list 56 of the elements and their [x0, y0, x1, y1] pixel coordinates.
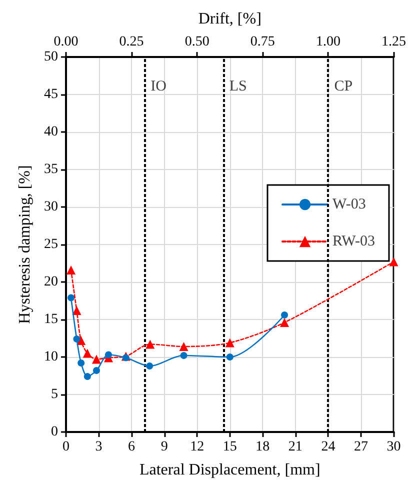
point: [73, 336, 80, 342]
x2-tick-label: 0.25: [119, 34, 144, 50]
x2-axis-title: Drift, [%]: [198, 10, 262, 28]
x-tick-label: 18: [256, 440, 270, 454]
point: [78, 360, 85, 366]
x2-tick-label: 0.50: [184, 34, 210, 50]
point: [84, 373, 91, 380]
y-tick-label: 10: [44, 350, 58, 364]
x-tick-label: 12: [190, 440, 204, 454]
point: [122, 354, 130, 362]
point: [92, 354, 101, 364]
ref-line-label: LS: [229, 78, 247, 94]
point: [66, 266, 76, 274]
point: [226, 354, 234, 360]
y-axis-title: Hysteresis damping, [%]: [16, 165, 34, 324]
point: [280, 318, 289, 327]
y-tick-label: 25: [44, 237, 58, 252]
ref-line-label: IO: [150, 78, 167, 94]
y-tick-label: 35: [44, 162, 58, 177]
y-tick-label: 45: [44, 87, 58, 102]
legend-label: W-03: [332, 196, 366, 212]
x-tick-label: 27: [354, 440, 368, 454]
x-tick-label: 3: [95, 440, 102, 454]
y-tick-label: 50: [44, 50, 58, 64]
y-tick-label: 0: [51, 424, 58, 440]
x2-tick-label: 0.75: [250, 34, 275, 50]
point: [146, 362, 154, 370]
y-tick-label: 15: [44, 312, 58, 327]
point: [68, 294, 75, 302]
y-tick-label: 40: [44, 124, 58, 140]
x2-tick-label: 1.25: [382, 34, 406, 50]
point: [92, 367, 100, 374]
x-tick-label: 15: [222, 440, 237, 454]
point: [180, 352, 188, 359]
point: [225, 338, 234, 348]
x-tick-label: 30: [386, 440, 401, 454]
point: [146, 340, 155, 349]
legend-label: RW-03: [332, 234, 376, 250]
x2-tick-label: 0.00: [54, 34, 78, 50]
y-tick-label: 20: [44, 274, 58, 290]
y-tick-label: 5: [51, 387, 58, 402]
point: [105, 351, 112, 358]
point: [179, 342, 188, 351]
x-tick-label: 6: [128, 440, 136, 454]
x-axis-title: Lateral Displacement, [mm]: [139, 462, 320, 478]
x-tick-label: 24: [321, 440, 336, 454]
point: [82, 348, 92, 358]
ref-line-label: CP: [334, 78, 353, 94]
point: [72, 306, 82, 315]
y-tick-label: 30: [44, 200, 58, 214]
x-tick-label: 21: [288, 440, 302, 454]
x-tick-label: 0: [62, 440, 70, 454]
x2-tick-label: 1.00: [316, 34, 340, 50]
point: [281, 312, 288, 318]
point: [389, 257, 398, 266]
x-tick-label: 9: [160, 440, 168, 454]
